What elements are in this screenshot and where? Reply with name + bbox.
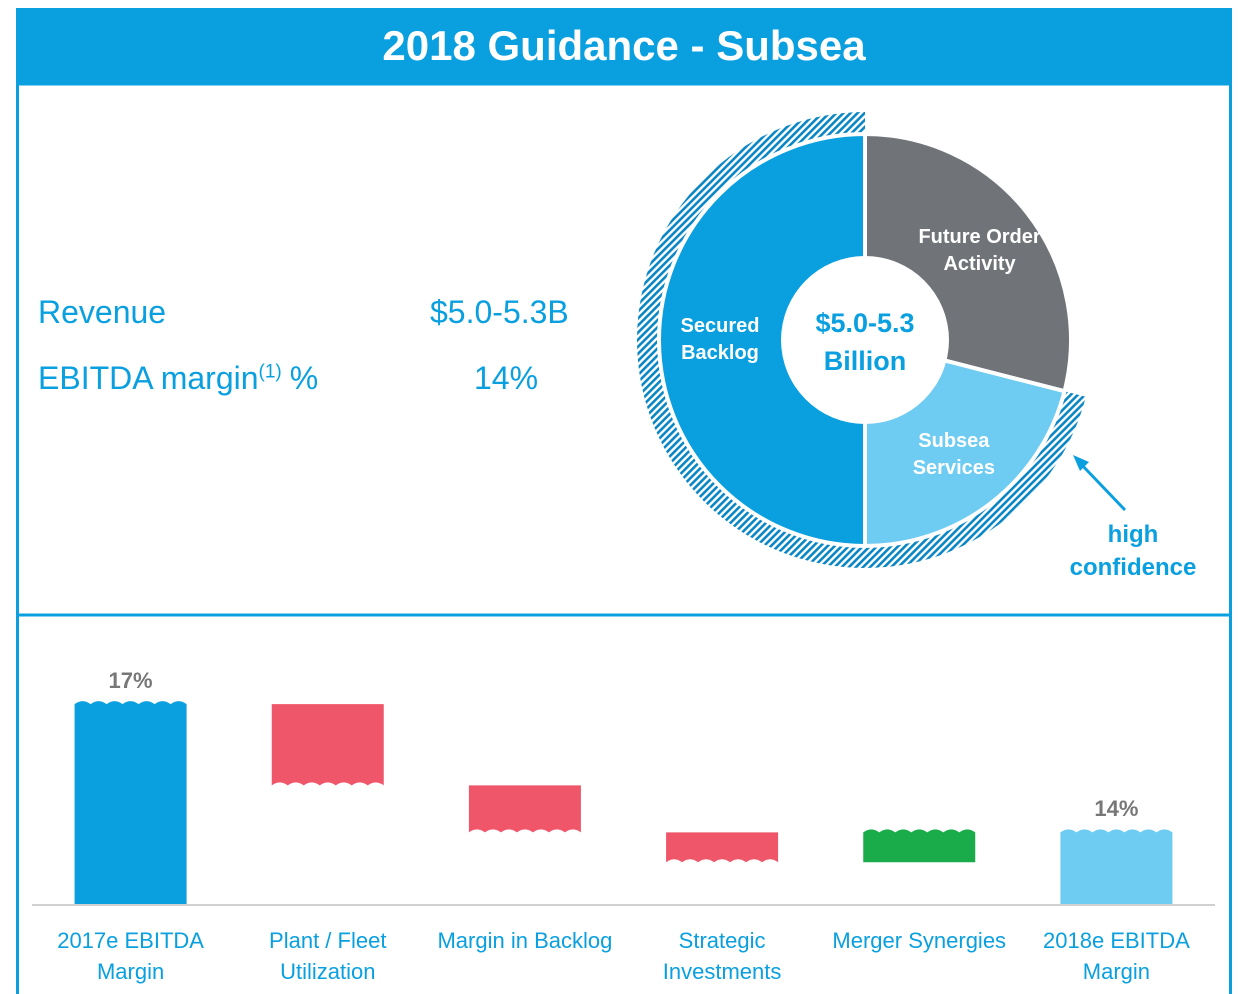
donut-hole bbox=[781, 256, 949, 424]
waterfall-bar bbox=[468, 785, 581, 833]
value-label: 14% bbox=[1094, 796, 1139, 822]
x-tick-label: Plant / Fleet Utilization bbox=[269, 928, 387, 984]
title: 2018 Guidance - Subsea bbox=[382, 22, 866, 69]
guidance-label: Revenue bbox=[38, 294, 167, 330]
unit: % bbox=[289, 360, 319, 396]
annotation-arrow bbox=[1078, 461, 1127, 512]
x-tick-label: 2017e EBITDA Margin bbox=[57, 928, 204, 984]
center-label: $5.0-5.3 Billion bbox=[815, 308, 915, 376]
waterfall-bar bbox=[863, 829, 976, 863]
x-tick-label: 2018e EBITDA Margin bbox=[1043, 928, 1190, 984]
waterfall-bar bbox=[1060, 829, 1173, 905]
header-bar bbox=[16, 8, 1232, 84]
waterfall-bar bbox=[74, 701, 187, 905]
footnote: (1) bbox=[258, 361, 282, 383]
arrow-head bbox=[1073, 455, 1089, 471]
x-tick-label: Margin in Backlog bbox=[437, 928, 613, 953]
segment-label: Future Order Activity bbox=[918, 226, 1041, 276]
guidance-value: 14% bbox=[474, 360, 539, 396]
frame bbox=[16, 82, 1232, 994]
segment-label: Subsea Services bbox=[912, 429, 995, 479]
annotation: high confidence bbox=[1069, 521, 1197, 581]
confidence-hatch bbox=[865, 391, 1086, 568]
guidance-value: $5.0-5.3B bbox=[430, 294, 569, 330]
segment-label: Secured Backlog bbox=[680, 315, 760, 364]
waterfall-bar bbox=[271, 704, 384, 786]
x-tick-label: Strategic Investments bbox=[662, 928, 782, 984]
value-label: 17% bbox=[108, 668, 153, 694]
label-text: EBITDA margin bbox=[38, 360, 259, 396]
donut-segment bbox=[657, 131, 867, 549]
x-tick-label: Merger Synergies bbox=[832, 928, 1007, 953]
guidance-label: EBITDA margin(1)% bbox=[38, 360, 318, 397]
waterfall-bar bbox=[666, 832, 779, 863]
